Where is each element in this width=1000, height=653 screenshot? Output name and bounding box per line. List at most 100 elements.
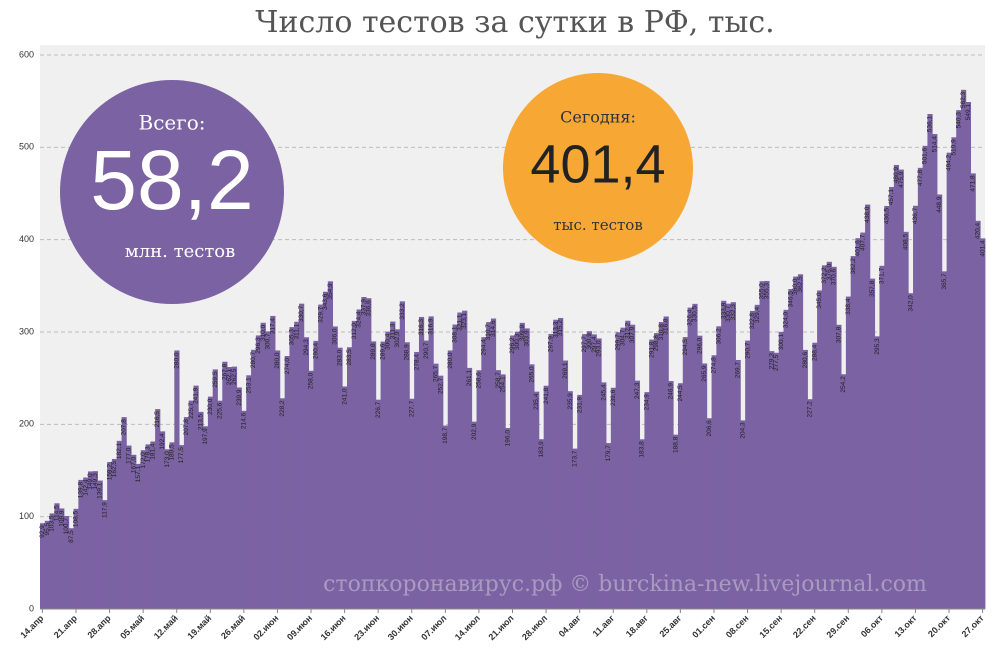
bar — [956, 110, 962, 610]
bar — [83, 477, 89, 609]
bar — [260, 322, 266, 609]
bar — [869, 278, 876, 609]
bar — [682, 337, 688, 609]
bar — [908, 293, 914, 609]
bar — [606, 443, 612, 609]
value-label: 279,3 — [768, 353, 775, 370]
bar — [654, 333, 660, 609]
value-label: 549,1 — [965, 104, 972, 121]
value-label: 336,6 — [365, 300, 372, 317]
bar — [481, 337, 487, 609]
value-label: 311,3 — [389, 323, 396, 339]
value-label: 471,8 — [970, 175, 977, 192]
bar — [620, 327, 626, 609]
x-tick-label: 04.авг — [557, 613, 583, 639]
value-label: 289,6 — [380, 343, 387, 360]
bar — [447, 350, 453, 609]
value-label: 108,5 — [73, 510, 80, 527]
y-tick-label: 500 — [19, 142, 34, 152]
bar — [409, 398, 415, 609]
bar — [582, 334, 588, 609]
bar — [586, 331, 593, 609]
bar — [193, 385, 199, 609]
value-label: 173,7 — [572, 450, 579, 467]
bar — [289, 327, 295, 609]
x-tick-label: 23.июн — [352, 613, 381, 642]
bar — [534, 391, 540, 609]
value-label: 302,9 — [394, 331, 401, 348]
value-label: 149,3 — [92, 473, 99, 490]
bar — [97, 480, 103, 609]
value-label: 307,8 — [835, 326, 842, 343]
y-tick-label: 400 — [19, 234, 34, 244]
value-label: 265,9 — [701, 365, 708, 382]
bar — [773, 352, 780, 609]
bar — [442, 425, 449, 609]
value-label: 313,3 — [552, 321, 559, 338]
value-label: 258,6 — [476, 372, 483, 389]
value-label: 108,9 — [58, 510, 65, 527]
x-tick-label: 18.авг — [624, 613, 650, 639]
bar — [644, 392, 650, 609]
bar — [970, 173, 976, 609]
bar — [121, 417, 127, 609]
bar — [457, 312, 463, 609]
bar — [212, 369, 218, 609]
bar — [658, 322, 665, 609]
value-label: 372,2 — [821, 267, 828, 284]
value-label: 407,7 — [859, 234, 866, 251]
value-label: 333,8 — [720, 302, 727, 319]
value-label: 316,8 — [663, 318, 670, 335]
value-label: 370,6 — [831, 268, 838, 285]
value-label: 294,3 — [303, 339, 310, 356]
value-label: 501,6 — [922, 147, 929, 164]
value-label: 290,4 — [313, 342, 320, 359]
bar — [807, 399, 813, 609]
y-tick-label: 600 — [19, 49, 34, 59]
bar — [845, 296, 852, 609]
value-label: 225,7 — [188, 402, 195, 419]
value-label: 246,9 — [668, 383, 675, 400]
value-label: 342,0 — [907, 295, 914, 312]
value-label: 269,1 — [562, 362, 569, 379]
value-label: 226,7 — [375, 401, 382, 418]
value-label: 300,7 — [265, 333, 272, 350]
bar — [418, 316, 425, 609]
value-label: 436,5 — [883, 208, 890, 225]
total-value: 58,2 — [90, 133, 254, 227]
bars — [40, 89, 986, 610]
x-tick-label: 06.окт — [859, 613, 886, 640]
value-label: 401,4 — [979, 240, 986, 257]
bar — [687, 307, 693, 609]
bar — [44, 520, 50, 609]
value-label: 278,4 — [413, 354, 420, 371]
value-label: 314,6 — [490, 320, 497, 337]
bar — [663, 316, 669, 609]
value-label: 177,0 — [125, 447, 132, 464]
bar — [284, 356, 290, 609]
value-label: 365,7 — [941, 273, 948, 290]
value-label: 265,7 — [432, 365, 439, 382]
value-label: 309,9 — [519, 324, 526, 341]
x-tick-label: 16.июн — [319, 613, 348, 642]
bar — [505, 428, 511, 609]
x-tick-label: 13.окт — [892, 613, 919, 640]
value-label: 312,2 — [624, 322, 631, 339]
bar — [399, 301, 405, 609]
value-label: 307,9 — [629, 326, 636, 343]
value-label: 289,8 — [370, 343, 377, 360]
value-label: 288,4 — [811, 344, 818, 361]
bar — [735, 359, 741, 609]
bar — [961, 89, 967, 609]
value-label: 362,5 — [797, 276, 804, 293]
y-tick-label: 0 — [29, 603, 34, 613]
value-label: 244,5 — [677, 385, 684, 402]
bar — [860, 232, 866, 609]
value-label: 100,7 — [63, 518, 70, 535]
bar — [327, 281, 334, 609]
bar — [927, 114, 933, 609]
value-label: 202,9 — [471, 423, 478, 440]
bar — [169, 442, 175, 609]
bar — [495, 370, 501, 609]
